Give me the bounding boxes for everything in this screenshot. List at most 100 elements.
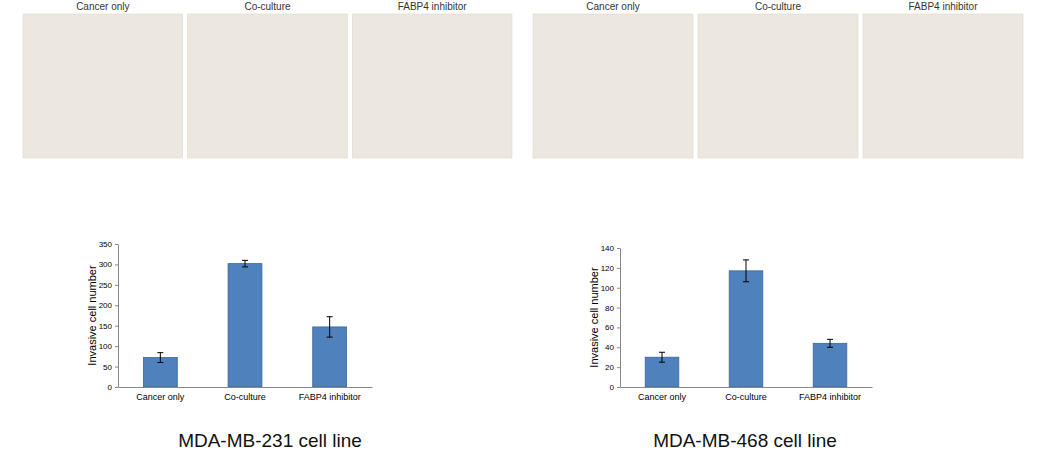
y-tick-mark bbox=[115, 387, 118, 388]
y-axis-title: Invasive cell number bbox=[86, 265, 98, 366]
error-bar-cap bbox=[157, 362, 163, 363]
panel-label: Co-culture bbox=[755, 1, 802, 12]
y-tick: 0 bbox=[610, 383, 620, 392]
chart-title: MDA-MB-468 cell line bbox=[653, 430, 837, 451]
y-tick-mark bbox=[617, 387, 620, 388]
y-tick-label: 80 bbox=[605, 304, 614, 313]
error-bar-stem bbox=[662, 352, 663, 362]
y-tick-label: 100 bbox=[99, 342, 113, 351]
error-bar-cap bbox=[242, 266, 248, 267]
y-tick-mark bbox=[115, 305, 118, 306]
x-axis-line bbox=[621, 387, 873, 388]
bar bbox=[729, 271, 763, 387]
x-tick: Co-culture bbox=[224, 387, 266, 402]
y-tick-label: 200 bbox=[99, 301, 113, 310]
panel-label: Cancer only bbox=[586, 1, 639, 12]
y-tick: 60 bbox=[605, 323, 620, 332]
y-tick-label: 40 bbox=[605, 343, 614, 352]
error-bar-stem bbox=[746, 260, 747, 282]
y-tick: 150 bbox=[99, 322, 118, 331]
panel-label: FABP4 inhibitor bbox=[909, 1, 979, 12]
plot-area bbox=[645, 260, 847, 387]
bar bbox=[143, 358, 177, 387]
y-tick-mark bbox=[115, 264, 118, 265]
y-tick: 120 bbox=[601, 264, 620, 273]
y-tick-mark bbox=[617, 268, 620, 269]
x-tick: Cancer only bbox=[638, 387, 687, 402]
y-axis-line bbox=[620, 249, 621, 388]
y-tick-mark bbox=[115, 285, 118, 286]
y-tick-mark bbox=[617, 367, 620, 368]
error-bar-stem bbox=[160, 353, 161, 363]
y-axis: 0 20 40 60 80 100 120 140 bbox=[601, 244, 621, 392]
y-tick-label: 20 bbox=[605, 363, 614, 372]
error-bar-stem bbox=[329, 317, 330, 337]
x-axis-line bbox=[119, 387, 373, 388]
error-bar-cap bbox=[327, 337, 333, 338]
y-tick-label: 0 bbox=[610, 383, 615, 392]
chart-title: MDA-MB-231 cell line bbox=[178, 430, 362, 451]
y-tick: 100 bbox=[601, 284, 620, 293]
x-tick-label: FABP4 inhibitor bbox=[299, 392, 361, 402]
y-tick-label: 60 bbox=[605, 323, 614, 332]
y-tick-label: 250 bbox=[99, 281, 113, 290]
y-tick-label: 300 bbox=[99, 260, 113, 269]
error-bar-cap bbox=[327, 316, 333, 317]
x-tick: Co-culture bbox=[725, 387, 767, 402]
micrograph-panel bbox=[352, 14, 512, 158]
y-tick-mark bbox=[617, 308, 620, 309]
y-tick: 20 bbox=[605, 363, 620, 372]
y-tick-label: 50 bbox=[103, 363, 112, 372]
y-tick: 250 bbox=[99, 281, 118, 290]
error-bar-cap bbox=[743, 281, 749, 282]
y-tick: 200 bbox=[99, 301, 118, 310]
bar bbox=[228, 264, 262, 387]
y-tick-mark bbox=[115, 346, 118, 347]
x-tick: Cancer only bbox=[136, 387, 185, 402]
y-tick-mark bbox=[617, 327, 620, 328]
y-axis-line bbox=[118, 245, 119, 388]
y-tick: 0 bbox=[108, 383, 118, 392]
y-tick-label: 0 bbox=[108, 383, 113, 392]
y-tick: 100 bbox=[99, 342, 118, 351]
y-tick: 40 bbox=[605, 343, 620, 352]
micrograph-panel bbox=[698, 14, 858, 158]
error-bar-cap bbox=[242, 260, 248, 261]
error-bar bbox=[827, 339, 833, 347]
error-bar-stem bbox=[245, 260, 246, 267]
y-tick-mark bbox=[617, 248, 620, 249]
y-tick: 80 bbox=[605, 304, 620, 313]
error-bar bbox=[659, 352, 665, 362]
y-tick-mark bbox=[115, 326, 118, 327]
micrograph-panel bbox=[533, 14, 693, 158]
y-tick: 300 bbox=[99, 260, 118, 269]
figure: Cancer only Co-culture FABP4 inhibitor 0 50 1… bbox=[0, 0, 1047, 461]
y-tick-label: 350 bbox=[99, 240, 113, 249]
y-tick-mark bbox=[617, 347, 620, 348]
micrograph-panel bbox=[863, 14, 1023, 158]
chart-1: Cancer only Co-culture FABP4 inhibitor 0 20 4… bbox=[533, 1, 1023, 451]
panel-label: FABP4 inhibitor bbox=[398, 1, 468, 12]
y-axis-title: Invasive cell number bbox=[588, 267, 600, 368]
x-tick: FABP4 inhibitor bbox=[799, 387, 861, 402]
y-tick: 350 bbox=[99, 240, 118, 249]
error-bar bbox=[242, 260, 248, 267]
x-tick-label: Co-culture bbox=[224, 392, 266, 402]
error-bar-cap bbox=[827, 339, 833, 340]
x-axis: Cancer only Co-culture FABP4 inhibitor bbox=[119, 387, 373, 402]
x-tick-label: Cancer only bbox=[638, 392, 687, 402]
x-tick: FABP4 inhibitor bbox=[299, 387, 361, 402]
panel-label: Co-culture bbox=[244, 1, 291, 12]
y-axis: 0 50 100 150 200 250 300 350 bbox=[99, 240, 119, 392]
error-bar-cap bbox=[659, 362, 665, 363]
y-tick-label: 140 bbox=[601, 244, 615, 253]
error-bar bbox=[157, 353, 163, 363]
error-bar-cap bbox=[743, 259, 749, 260]
x-tick-label: Cancer only bbox=[136, 392, 185, 402]
error-bar-cap bbox=[659, 352, 665, 353]
chart-0: Cancer only Co-culture FABP4 inhibitor 0 50 1… bbox=[23, 1, 512, 451]
y-tick-label: 150 bbox=[99, 322, 113, 331]
y-tick-mark bbox=[115, 244, 118, 245]
panel-label: Cancer only bbox=[76, 1, 129, 12]
error-bar bbox=[743, 260, 749, 282]
